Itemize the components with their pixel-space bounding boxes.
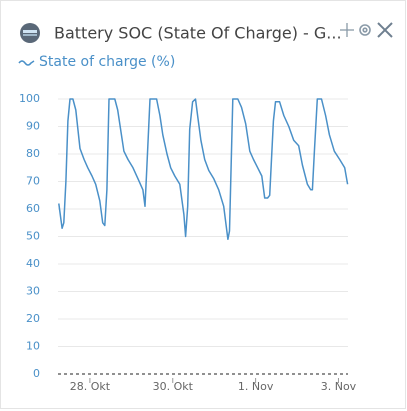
y-tick-label: 30 [26, 285, 40, 298]
y-tick-label: 0 [33, 367, 40, 380]
widget-icon [20, 23, 40, 43]
y-tick-label: 70 [26, 175, 40, 188]
x-tick-label: 30. Okt [153, 380, 194, 393]
y-tick-label: 10 [26, 340, 40, 353]
expand-icon[interactable] [377, 22, 393, 38]
y-tick-label: 20 [26, 312, 40, 325]
x-tick-label: 28. Okt [70, 380, 111, 393]
y-tick-label: 90 [26, 120, 40, 133]
settings-icon[interactable] [359, 24, 371, 36]
x-tick-label: 3. Nov [321, 380, 357, 393]
plot: 0 10 20 30 40 50 60 70 80 90 100 28. Okt 30. Okt 1. N… [19, 92, 357, 393]
x-tick-label: 1. Nov [238, 380, 274, 393]
y-tick-label: 40 [26, 257, 40, 270]
y-tick-label: 50 [26, 230, 40, 243]
y-tick-label: 80 [26, 147, 40, 160]
move-icon[interactable] [340, 23, 354, 37]
series-line [58, 98, 349, 241]
legend-swatch [18, 60, 35, 66]
chart-title: Battery SOC (State Of Charge) - G... [54, 24, 342, 43]
y-tick-label: 60 [26, 202, 40, 215]
y-tick-label: 100 [19, 92, 40, 105]
legend-label[interactable]: State of charge (%) [39, 54, 175, 70]
